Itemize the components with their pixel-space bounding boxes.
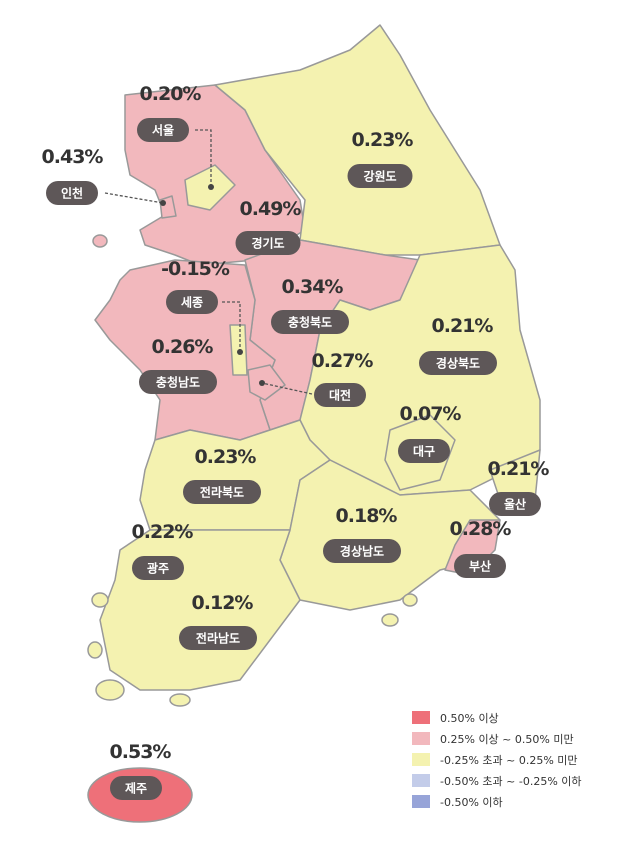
region-value: 0.27%: [312, 350, 374, 372]
connector-dot: [208, 184, 214, 190]
region-value: 0.20%: [140, 83, 202, 105]
region-value: 0.07%: [400, 403, 462, 425]
region-value: 0.53%: [110, 741, 172, 763]
region-pill: [183, 480, 261, 504]
connector-dot: [237, 349, 243, 355]
region-shape: [91, 592, 109, 608]
region-shape: [381, 613, 399, 627]
legend: 0.50% 이상 0.25% 이상 ~ 0.50% 미만 -0.25% 초과 ~ 0…: [412, 711, 582, 809]
region-value: 0.22%: [132, 521, 194, 543]
connector-dot: [160, 200, 166, 206]
legend-swatch: [412, 732, 430, 745]
region-name: 경상북도: [436, 356, 480, 371]
region-pill: [347, 164, 413, 188]
region-value: 0.26%: [152, 336, 214, 358]
region-shape: [402, 593, 418, 607]
region-value: 0.23%: [195, 446, 257, 468]
region-name: 세종: [181, 295, 203, 310]
connector-dot: [259, 380, 265, 386]
region-pill: [179, 626, 257, 650]
region-value: 0.49%: [240, 198, 302, 220]
region-pill: [454, 554, 506, 578]
labels: 0.20% 서울 0.43% 인천 0.49% 경기도 0.23% 강원도 -0.15% 세종 0.…: [42, 83, 550, 800]
legend-swatch: [412, 774, 430, 787]
region-name: 강원도: [363, 170, 396, 184]
legend-swatch: [412, 711, 430, 724]
region-pill: [46, 181, 98, 205]
region-name: 부산: [469, 559, 491, 574]
region-value: 0.43%: [42, 146, 104, 168]
region-shape: [95, 679, 125, 701]
region-value: -0.15%: [161, 258, 230, 280]
connector: [104, 192, 164, 204]
legend-label: 0.25% 이상 ~ 0.50% 미만: [440, 733, 574, 746]
legend-label: 0.50% 이상: [440, 712, 499, 725]
region-value: 0.21%: [432, 315, 494, 337]
region-name: 제주: [125, 782, 147, 796]
region-name: 경상남도: [340, 544, 384, 559]
region-value: 0.12%: [192, 592, 254, 614]
region-pill: [314, 383, 366, 407]
region-shape: [169, 693, 191, 707]
connector: [195, 129, 212, 187]
region-pill: [235, 231, 301, 255]
land: [87, 24, 541, 823]
legend-swatch: [412, 753, 430, 766]
region-name: 전라북도: [200, 485, 244, 500]
region-value: 0.18%: [336, 505, 398, 527]
region-shape: [92, 234, 108, 248]
region-pill: [398, 439, 450, 463]
region-name: 광주: [147, 561, 169, 576]
region-pill: [137, 118, 189, 142]
region-pill: [419, 351, 497, 375]
legend-label: -0.50% 이하: [440, 795, 503, 809]
legend-label: -0.25% 초과 ~ 0.25% 미만: [440, 754, 578, 767]
region-name: 대구: [413, 445, 435, 459]
region-shape: [87, 641, 103, 659]
connector: [222, 301, 241, 352]
region-value: 0.28%: [450, 518, 512, 540]
legend-label: -0.50% 초과 ~ -0.25% 이하: [440, 774, 582, 788]
connectors: [104, 129, 313, 395]
region-pill: [166, 290, 218, 314]
legend-swatch: [412, 795, 430, 808]
region-pill: [110, 776, 162, 800]
region-pill: [139, 370, 217, 394]
connector: [261, 382, 313, 395]
region-name: 충청남도: [156, 375, 200, 390]
region-name: 대전: [329, 388, 351, 403]
region-name: 서울: [152, 123, 174, 138]
region-value: 0.21%: [488, 458, 550, 480]
region-value: 0.34%: [282, 276, 344, 298]
region-name: 전라남도: [196, 631, 240, 646]
region-pill: [323, 539, 401, 563]
region-name: 충청북도: [288, 315, 332, 330]
region-name: 울산: [504, 497, 526, 512]
region-pill: [271, 310, 349, 334]
region-pill: [132, 556, 184, 580]
region-shape: [247, 364, 286, 401]
region-pill: [489, 492, 541, 516]
region-name: 인천: [61, 186, 83, 201]
region-name: 경기도: [251, 236, 284, 251]
region-value: 0.23%: [352, 129, 414, 151]
